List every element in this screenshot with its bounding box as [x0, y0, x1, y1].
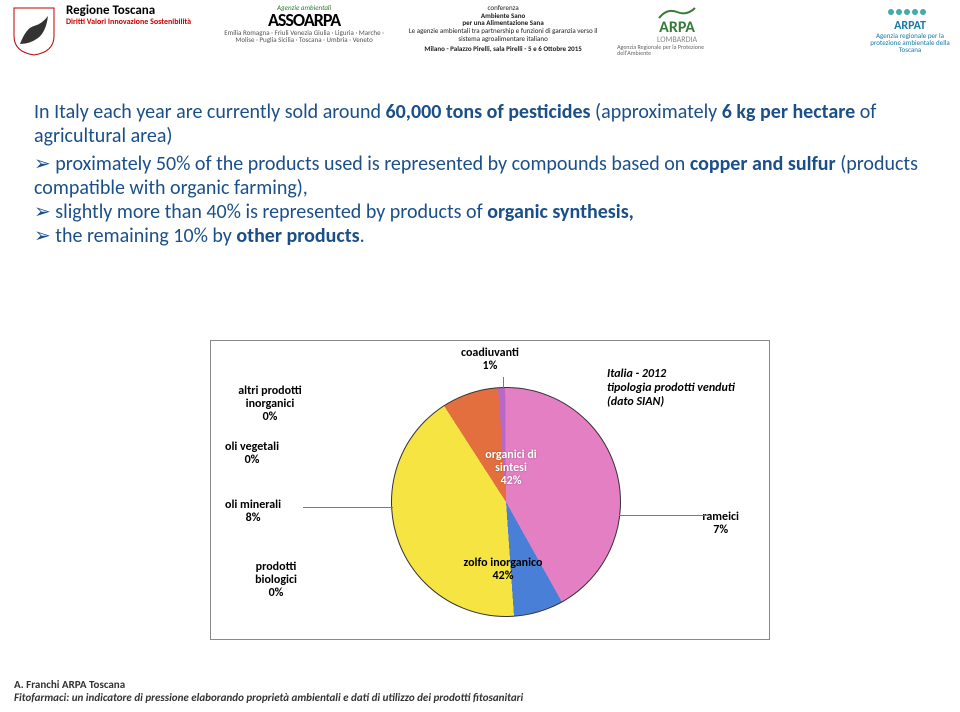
label-biologici: prodotti biologici0%	[241, 561, 311, 601]
li3c: .	[360, 224, 365, 248]
conf-l4: Le agenzie ambientali tra partnership e …	[403, 27, 603, 42]
body-text: In Italy each year are currently sold ar…	[34, 100, 926, 248]
p1a: In Italy each year are currently sold ar…	[34, 100, 386, 124]
arpat-icon	[885, 4, 935, 20]
conference-block: conferenza Ambiente Sano per una Aliment…	[403, 4, 603, 53]
li2a: slightly more than 40% is represented by…	[55, 200, 487, 224]
bullet-3: the remaining 10% by other products.	[34, 224, 926, 248]
arpat-block: ARPAT Agenzia regionale per la protezion…	[870, 4, 950, 53]
intro-paragraph: In Italy each year are currently sold ar…	[34, 100, 926, 148]
li1b: copper and sulfur	[690, 152, 840, 176]
li3a: the remaining 10% by	[55, 224, 236, 248]
li3b: other products	[236, 224, 359, 248]
assoarpa-block: Agenzie ambientali ASSOARPA Emilia Romag…	[219, 4, 389, 43]
chart-title-l1: Italia - 2012	[607, 367, 757, 381]
pie-chart-box: Italia - 2012 tipologia prodotti venduti…	[210, 340, 770, 640]
footer-l2: Fitofarmaci: un indicatore di pressione …	[14, 691, 523, 704]
label-organici: organici di sintesi42%	[471, 449, 551, 489]
bullet-2: slightly more than 40% is represented by…	[34, 200, 926, 224]
bullet-1: proximately 50% of the products used is …	[34, 152, 926, 200]
p1d: 6 kg per hectare	[722, 100, 860, 124]
leader-coadiuvanti	[503, 377, 504, 389]
p1b: 60,000 tons of pesticides	[386, 100, 596, 124]
label-altri-inorg: altri prodotti inorganici0%	[225, 385, 315, 425]
chart-title-l2: tipologia prodotti venduti	[607, 381, 757, 395]
label-oli-min: oli minerali8%	[225, 499, 281, 525]
header-bar: Regione Toscana Diritti Valori Innovazio…	[0, 0, 960, 66]
chart-title: Italia - 2012 tipologia prodotti venduti…	[607, 367, 757, 409]
arpat-sub: Agenzia regionale per la protezione ambi…	[870, 32, 950, 53]
conf-l5: Milano - Palazzo Pirelli, sala Pirelli -…	[403, 45, 603, 53]
bullet-list: proximately 50% of the products used is …	[34, 152, 926, 248]
regione-shield-icon	[10, 4, 58, 58]
assoarpa-name: ASSOARPA	[219, 11, 389, 29]
li1a: proximately 50% of the products used is …	[55, 152, 690, 176]
arpalomb-l3: Agenzia Regionale per la Protezione dell…	[617, 44, 737, 56]
assoarpa-regions: Emilia Romagna · Friuli Venezia Giulia ·…	[219, 29, 389, 43]
label-zolfo: zolfo inorganico42%	[463, 557, 543, 583]
leader-rameici	[619, 515, 709, 516]
footer: A. Franchi ARPA Toscana Fitofarmaci: un …	[14, 678, 523, 704]
regione-subtitle: Diritti Valori Innovazione Sostenibilità	[66, 18, 191, 27]
li2b: organic synthesis,	[487, 200, 634, 224]
footer-l1: A. Franchi ARPA Toscana	[14, 678, 523, 691]
chart-title-l3: (dato SIAN)	[607, 395, 757, 409]
regione-toscana-block: Regione Toscana Diritti Valori Innovazio…	[66, 4, 191, 27]
p1c: (approximately	[595, 100, 722, 124]
label-oli-veg: oli vegetali0%	[225, 441, 279, 467]
arpalomb-l1: ARPA	[659, 20, 695, 36]
regione-title: Regione Toscana	[66, 4, 191, 18]
label-coadiuvanti: coadiuvanti1%	[461, 347, 519, 373]
leader-oli-min	[303, 507, 393, 508]
arpa-lombardia-block: ARPA LOMBARDIA Agenzia Regionale per la …	[617, 4, 737, 56]
